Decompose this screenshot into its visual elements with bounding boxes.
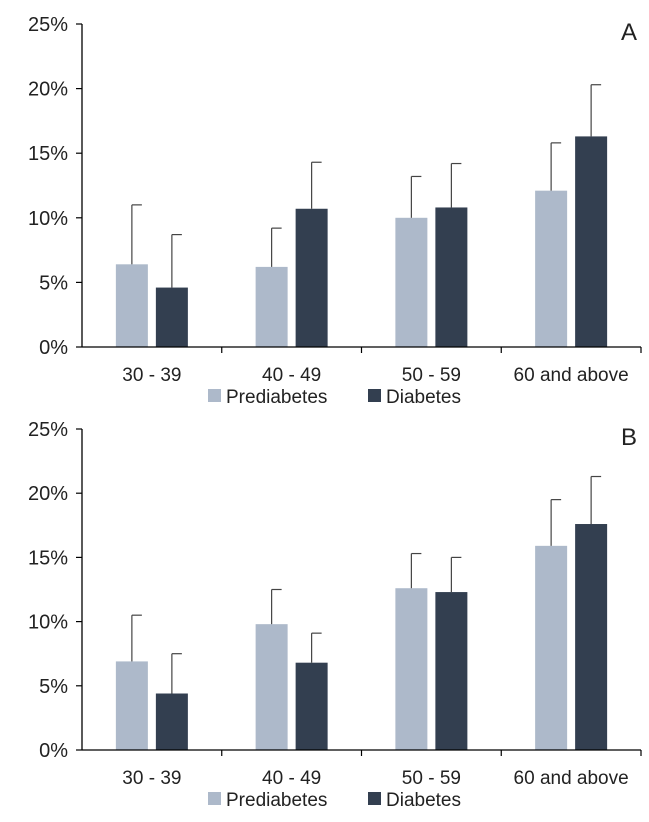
- category-label: 30 - 39: [122, 768, 181, 789]
- bar-prediabetes-4: [535, 545, 568, 750]
- bar-diabetes-3: [435, 207, 468, 347]
- chart-panel-a: 0% 5% 10% 15% 20% 25% 30 - 39 40 - 49 50 - 59 60 …: [28, 14, 642, 408]
- legend-label-diabetes: Diabetes: [386, 387, 461, 408]
- chart-panel-b: 0% 5% 10% 15% 20% 25% 30 - 39 40 - 49 50 - 59 60 …: [28, 419, 642, 811]
- y-tick-label: 15%: [28, 547, 68, 569]
- category-label: 50 - 59: [402, 768, 461, 789]
- legend-swatch-prediabetes: [208, 792, 221, 805]
- category-label: 40 - 49: [262, 365, 321, 386]
- bar-prediabetes-4: [535, 190, 568, 347]
- legend-swatch-diabetes: [368, 389, 381, 402]
- bar-diabetes-3: [435, 592, 468, 750]
- category-label: 60 and above: [514, 768, 629, 789]
- bar-diabetes-2: [295, 662, 328, 750]
- y-tick-label: 25%: [28, 419, 68, 441]
- legend: Prediabetes Diabetes: [208, 387, 461, 408]
- category-label: 60 and above: [514, 365, 629, 386]
- y-tick-label: 0%: [39, 740, 68, 762]
- legend-swatch-diabetes: [368, 792, 381, 805]
- category-label: 40 - 49: [262, 768, 321, 789]
- bar-diabetes-2: [295, 208, 328, 347]
- y-tick-label: 5%: [39, 676, 68, 698]
- bar-prediabetes-2: [255, 624, 288, 750]
- y-tick-label: 20%: [28, 483, 68, 505]
- y-tick-label: 15%: [28, 143, 68, 165]
- bar-prediabetes-3: [395, 588, 428, 750]
- panel-label: A: [621, 19, 637, 46]
- legend-label-diabetes: Diabetes: [386, 790, 461, 811]
- panel-label: B: [621, 424, 637, 451]
- bar-prediabetes-1: [115, 661, 148, 750]
- bar-prediabetes-3: [395, 217, 428, 347]
- bar-diabetes-1: [155, 287, 188, 347]
- category-label: 30 - 39: [122, 365, 181, 386]
- category-label: 50 - 59: [402, 365, 461, 386]
- y-tick-label: 5%: [39, 272, 68, 294]
- bar-diabetes-4: [575, 136, 608, 347]
- legend: Prediabetes Diabetes: [208, 790, 461, 811]
- y-tick-label: 10%: [28, 208, 68, 230]
- legend-swatch-prediabetes: [208, 389, 221, 402]
- y-tick-label: 0%: [39, 337, 68, 359]
- legend-label-prediabetes: Prediabetes: [226, 790, 327, 811]
- bar-diabetes-4: [575, 524, 608, 750]
- bar-diabetes-1: [155, 693, 188, 750]
- y-tick-label: 25%: [28, 14, 68, 36]
- bar-prediabetes-1: [115, 264, 148, 347]
- y-tick-label: 20%: [28, 79, 68, 101]
- bar-prediabetes-2: [255, 266, 288, 347]
- y-tick-label: 10%: [28, 612, 68, 634]
- legend-label-prediabetes: Prediabetes: [226, 387, 327, 408]
